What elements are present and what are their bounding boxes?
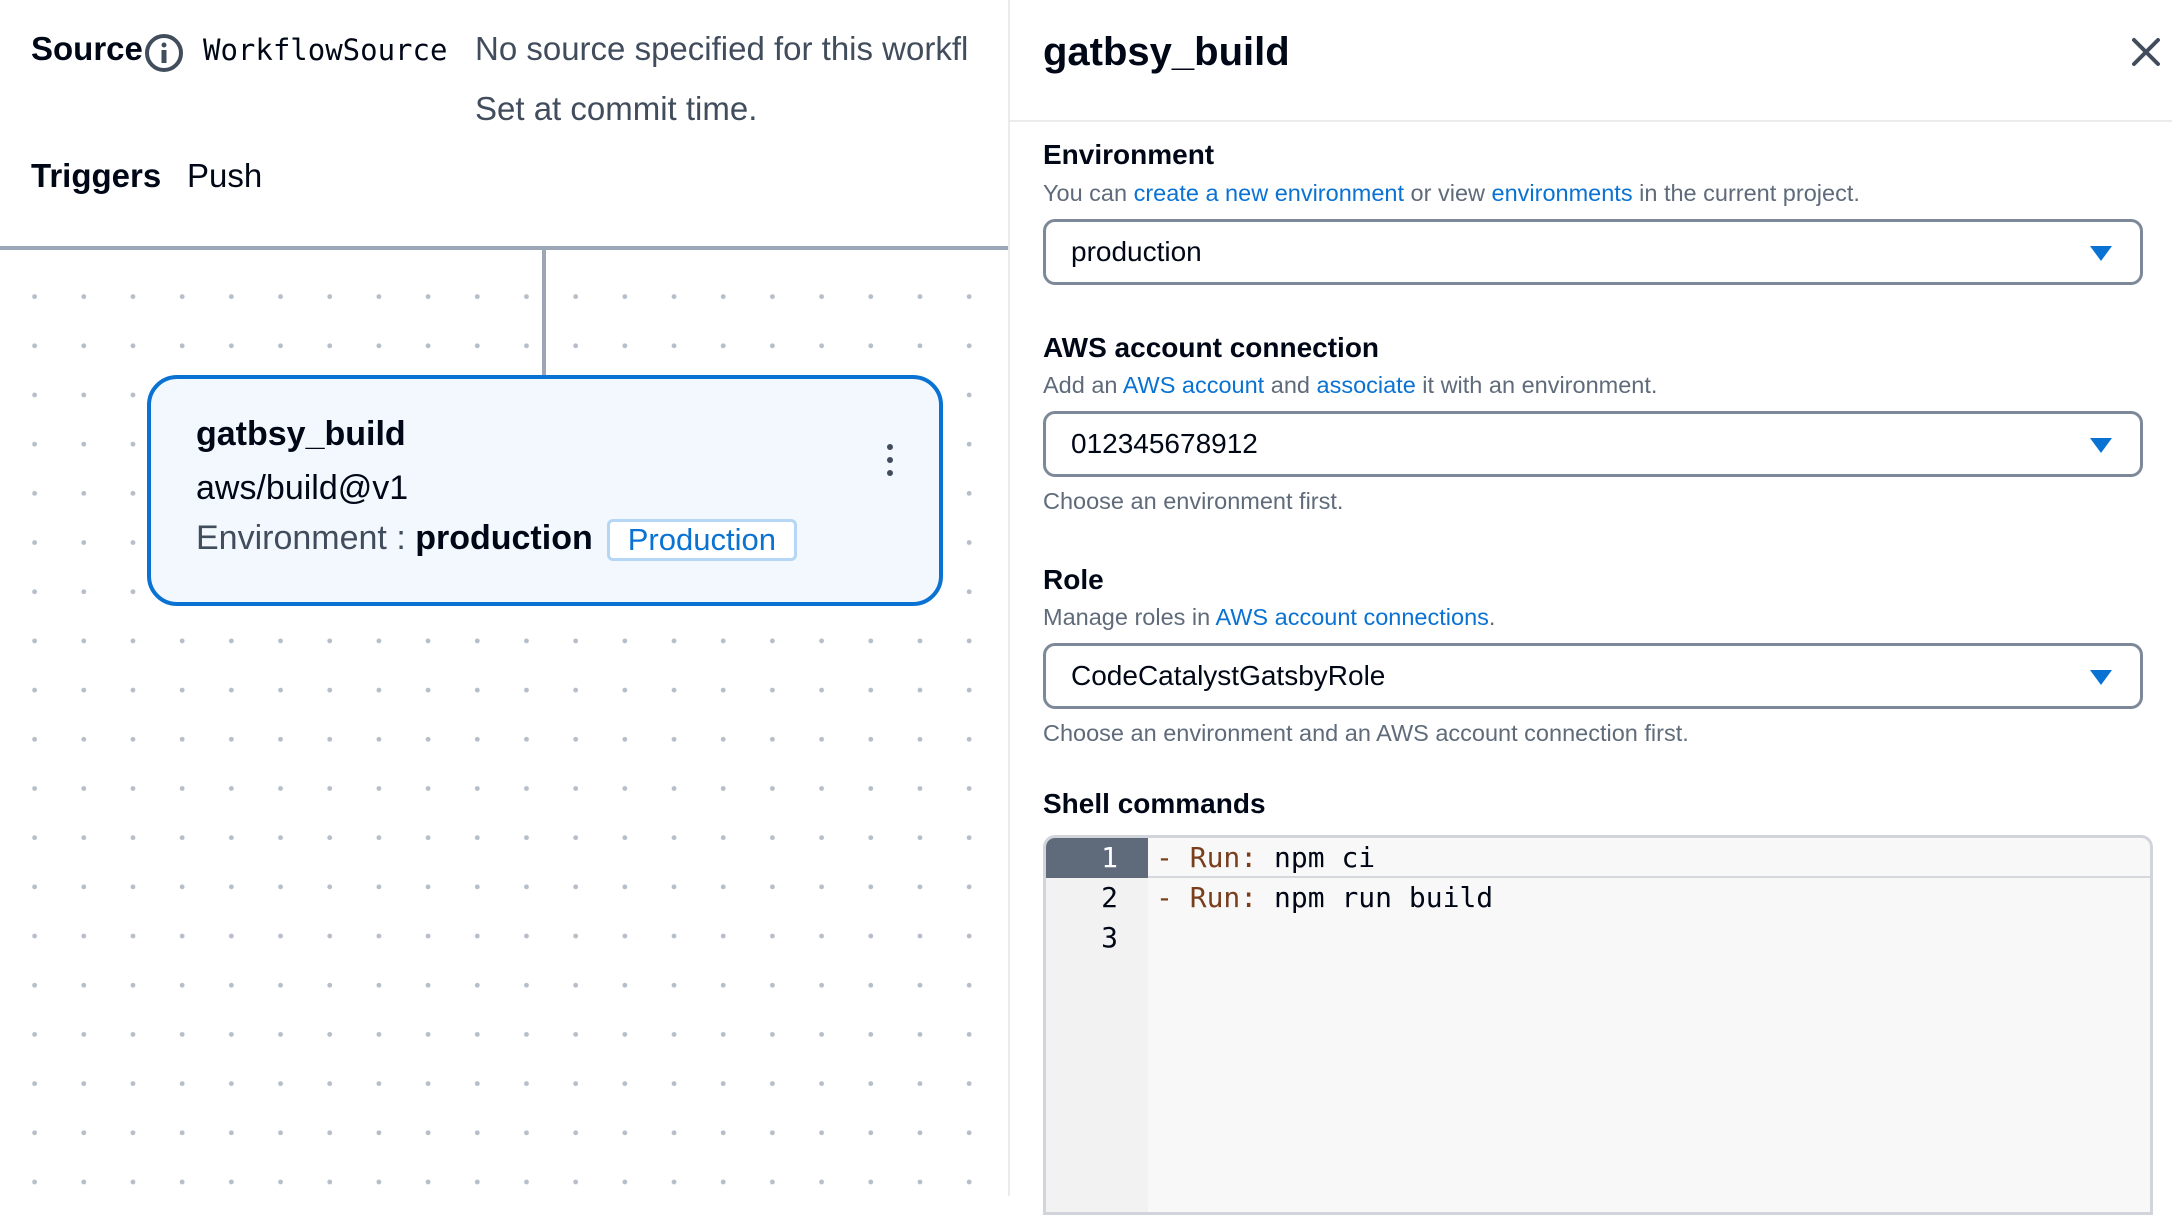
environments-link[interactable]: environments [1491,180,1633,206]
aws-account-select[interactable]: 012345678912 [1043,411,2143,477]
aws-account-link[interactable]: AWS account [1122,372,1265,398]
role-description: Manage roles in AWS account connections. [1043,604,1496,630]
triggers-value: Push [187,157,263,194]
aws-account-field-label: AWS account connection [1043,332,1380,363]
environment-value: production [415,519,593,557]
aws-account-connections-link[interactable]: AWS account connections [1215,604,1489,630]
line-number-gutter [1046,838,1148,1212]
aws-account-select-value: 012345678912 [1071,428,1258,459]
action-card[interactable]: gatbsy_build aws/build@v1 Environment : … [147,375,943,606]
shell-commands-label: Shell commands [1043,788,1266,819]
source-note: Set at commit time. [475,90,758,127]
source-label: Source [31,30,143,67]
associate-link[interactable]: associate [1316,372,1416,398]
workflow-canvas-pane: Source WorkflowSource No source specifie… [0,0,1008,1196]
shell-commands-editor[interactable]: 1- Run: npm ci 2- Run: npm run build 3 [1043,835,2153,1215]
code-line[interactable]: 2- Run: npm run build [1101,881,1494,914]
environment-field-label: Environment [1043,139,1215,170]
action-connector-line [542,250,546,375]
environment-label: Environment : [196,519,406,557]
caret-down-icon [2090,246,2112,261]
aws-account-hint: Choose an environment first. [1043,488,1344,514]
action-config-panel: gatbsy_build Environment You can create … [1010,0,2172,1215]
environment-select-value: production [1071,236,1202,267]
aws-account-description: Add an AWS account and associate it with… [1043,372,1658,398]
source-message: No source specified for this workfl [475,30,969,67]
caret-down-icon [2090,670,2112,685]
close-icon[interactable] [2130,36,2162,68]
environment-badge: Production [606,519,797,562]
triggers-label: Triggers [31,157,162,194]
role-hint: Choose an environment and an AWS account… [1043,720,1689,746]
info-icon[interactable] [144,33,184,73]
action-environment: Environment : production Production [196,519,797,562]
environment-select[interactable]: production [1043,219,2143,285]
action-identifier: aws/build@v1 [196,469,409,507]
code-line[interactable]: 1- Run: npm ci [1046,838,2150,878]
action-name: gatbsy_build [196,415,406,453]
pane-divider[interactable] [1008,0,1010,1196]
role-field-label: Role [1043,564,1104,595]
panel-title: gatbsy_build [1043,30,1290,74]
more-actions-icon[interactable] [886,444,894,484]
role-select-value: CodeCatalystGatsbyRole [1071,660,1386,691]
role-select[interactable]: CodeCatalystGatsbyRole [1043,643,2143,709]
source-name: WorkflowSource [203,33,448,67]
caret-down-icon [2090,438,2112,453]
trigger-connector-line [0,246,1008,250]
environment-description: You can create a new environment or view… [1043,180,1860,206]
header-divider [1010,120,2172,122]
code-line[interactable]: 3 [1101,921,1118,954]
create-environment-link[interactable]: create a new environment [1133,180,1405,206]
